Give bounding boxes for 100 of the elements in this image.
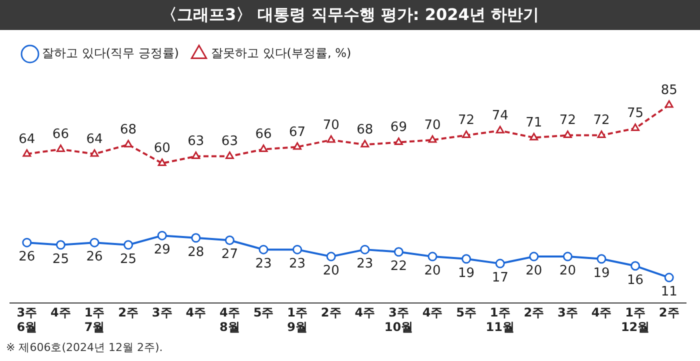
data-label: 70: [424, 118, 441, 133]
data-label: 69: [390, 120, 407, 136]
point: [631, 124, 640, 132]
point: [664, 100, 674, 108]
point: [191, 233, 201, 243]
data-label: 26: [18, 249, 36, 264]
data-label: 64: [86, 132, 103, 147]
point: [157, 230, 167, 240]
point: [496, 126, 504, 134]
point: [90, 149, 99, 157]
x-tick-label: 1주 11월: [486, 306, 514, 334]
data-label: 70: [322, 118, 340, 133]
point: [462, 130, 471, 138]
point: [158, 158, 166, 166]
point: [394, 138, 403, 146]
data-label: 72: [593, 113, 610, 128]
point: [394, 247, 404, 257]
data-label: 28: [188, 244, 204, 260]
point: [428, 135, 437, 143]
point: [360, 244, 370, 254]
data-label: 67: [289, 124, 306, 140]
point: [326, 135, 336, 143]
point: [192, 152, 200, 160]
point: [630, 261, 640, 271]
x-tick-label: 3주: [152, 306, 172, 320]
point: [56, 144, 65, 152]
point: [224, 235, 234, 245]
data-label: 20: [424, 263, 441, 278]
data-label: 27: [221, 247, 238, 262]
data-label: 74: [492, 108, 508, 124]
data-label: 68: [120, 122, 137, 138]
x-tick-label: 3주 6월: [16, 306, 38, 334]
point: [664, 272, 674, 282]
data-label: 17: [492, 270, 508, 286]
data-label: 23: [255, 256, 272, 272]
data-label: 11: [660, 284, 678, 300]
point: [225, 152, 234, 160]
point: [56, 240, 66, 250]
point: [259, 144, 268, 152]
data-label: 68: [356, 122, 374, 138]
data-label: 25: [52, 252, 69, 267]
x-tick-label: 1주 9월: [287, 306, 308, 334]
x-tick-label: 2주: [524, 306, 544, 320]
data-label: 20: [559, 263, 576, 278]
point: [597, 130, 606, 138]
x-tick-label: 4주: [354, 306, 376, 320]
x-tick-label: 2주: [118, 306, 138, 320]
data-label: 72: [458, 113, 475, 128]
point: [462, 254, 472, 264]
chart-title: 〈그래프3〉 대통령 직무수행 평가: 2024년 하반기: [0, 0, 700, 30]
x-tick-label: 3주 10월: [384, 306, 414, 334]
data-label: 60: [154, 141, 170, 156]
point: [428, 252, 438, 262]
x-tick-label: 5주: [456, 306, 476, 320]
data-label: 63: [188, 134, 204, 150]
x-tick-label: 3주: [558, 306, 578, 320]
data-label: 20: [526, 263, 542, 278]
data-label: 19: [593, 266, 610, 281]
data-label: 23: [289, 256, 306, 272]
x-tick-label: 1주 12월: [620, 306, 650, 334]
x-tick-label: 4주: [50, 306, 71, 320]
point: [360, 140, 370, 148]
point: [292, 244, 302, 254]
x-tick-label: 4주: [591, 306, 612, 320]
point: [495, 258, 505, 268]
point: [562, 252, 572, 262]
point: [124, 240, 134, 250]
x-tick-label: 4주: [186, 306, 206, 320]
point: [90, 238, 100, 248]
data-label: 29: [154, 242, 170, 258]
data-label: 85: [660, 82, 678, 98]
data-label: 64: [18, 132, 36, 147]
data-label: 66: [52, 127, 69, 142]
data-label: 66: [255, 127, 272, 142]
point: [258, 244, 268, 254]
point: [530, 132, 538, 140]
data-label: 23: [356, 256, 374, 272]
point: [22, 238, 32, 248]
point: [529, 252, 539, 262]
data-label: 20: [322, 263, 340, 278]
data-label: 63: [221, 134, 238, 150]
x-tick-label: 4주: [422, 306, 443, 320]
x-tick-label: 2주: [320, 306, 342, 320]
point: [124, 140, 133, 148]
data-label: 26: [86, 249, 103, 264]
data-label: 75: [627, 106, 644, 122]
point: [293, 142, 302, 150]
legend-label: 잘하고 있다(직무 긍정률): [42, 46, 179, 60]
data-label: 71: [526, 116, 542, 131]
point: [326, 252, 336, 262]
data-label: 16: [627, 272, 644, 288]
x-tick-label: 1주 7월: [84, 306, 105, 334]
data-label: 72: [559, 113, 576, 128]
data-label: 19: [458, 266, 475, 281]
data-label: 22: [390, 258, 407, 274]
legend-label: 잘못하고 있다(부정률, %): [210, 46, 352, 60]
data-label: 25: [120, 252, 137, 267]
point: [22, 149, 32, 157]
text: ※ 제606호(2024년 12월 2주).: [6, 340, 163, 355]
x-tick-label: 5주: [253, 306, 274, 320]
